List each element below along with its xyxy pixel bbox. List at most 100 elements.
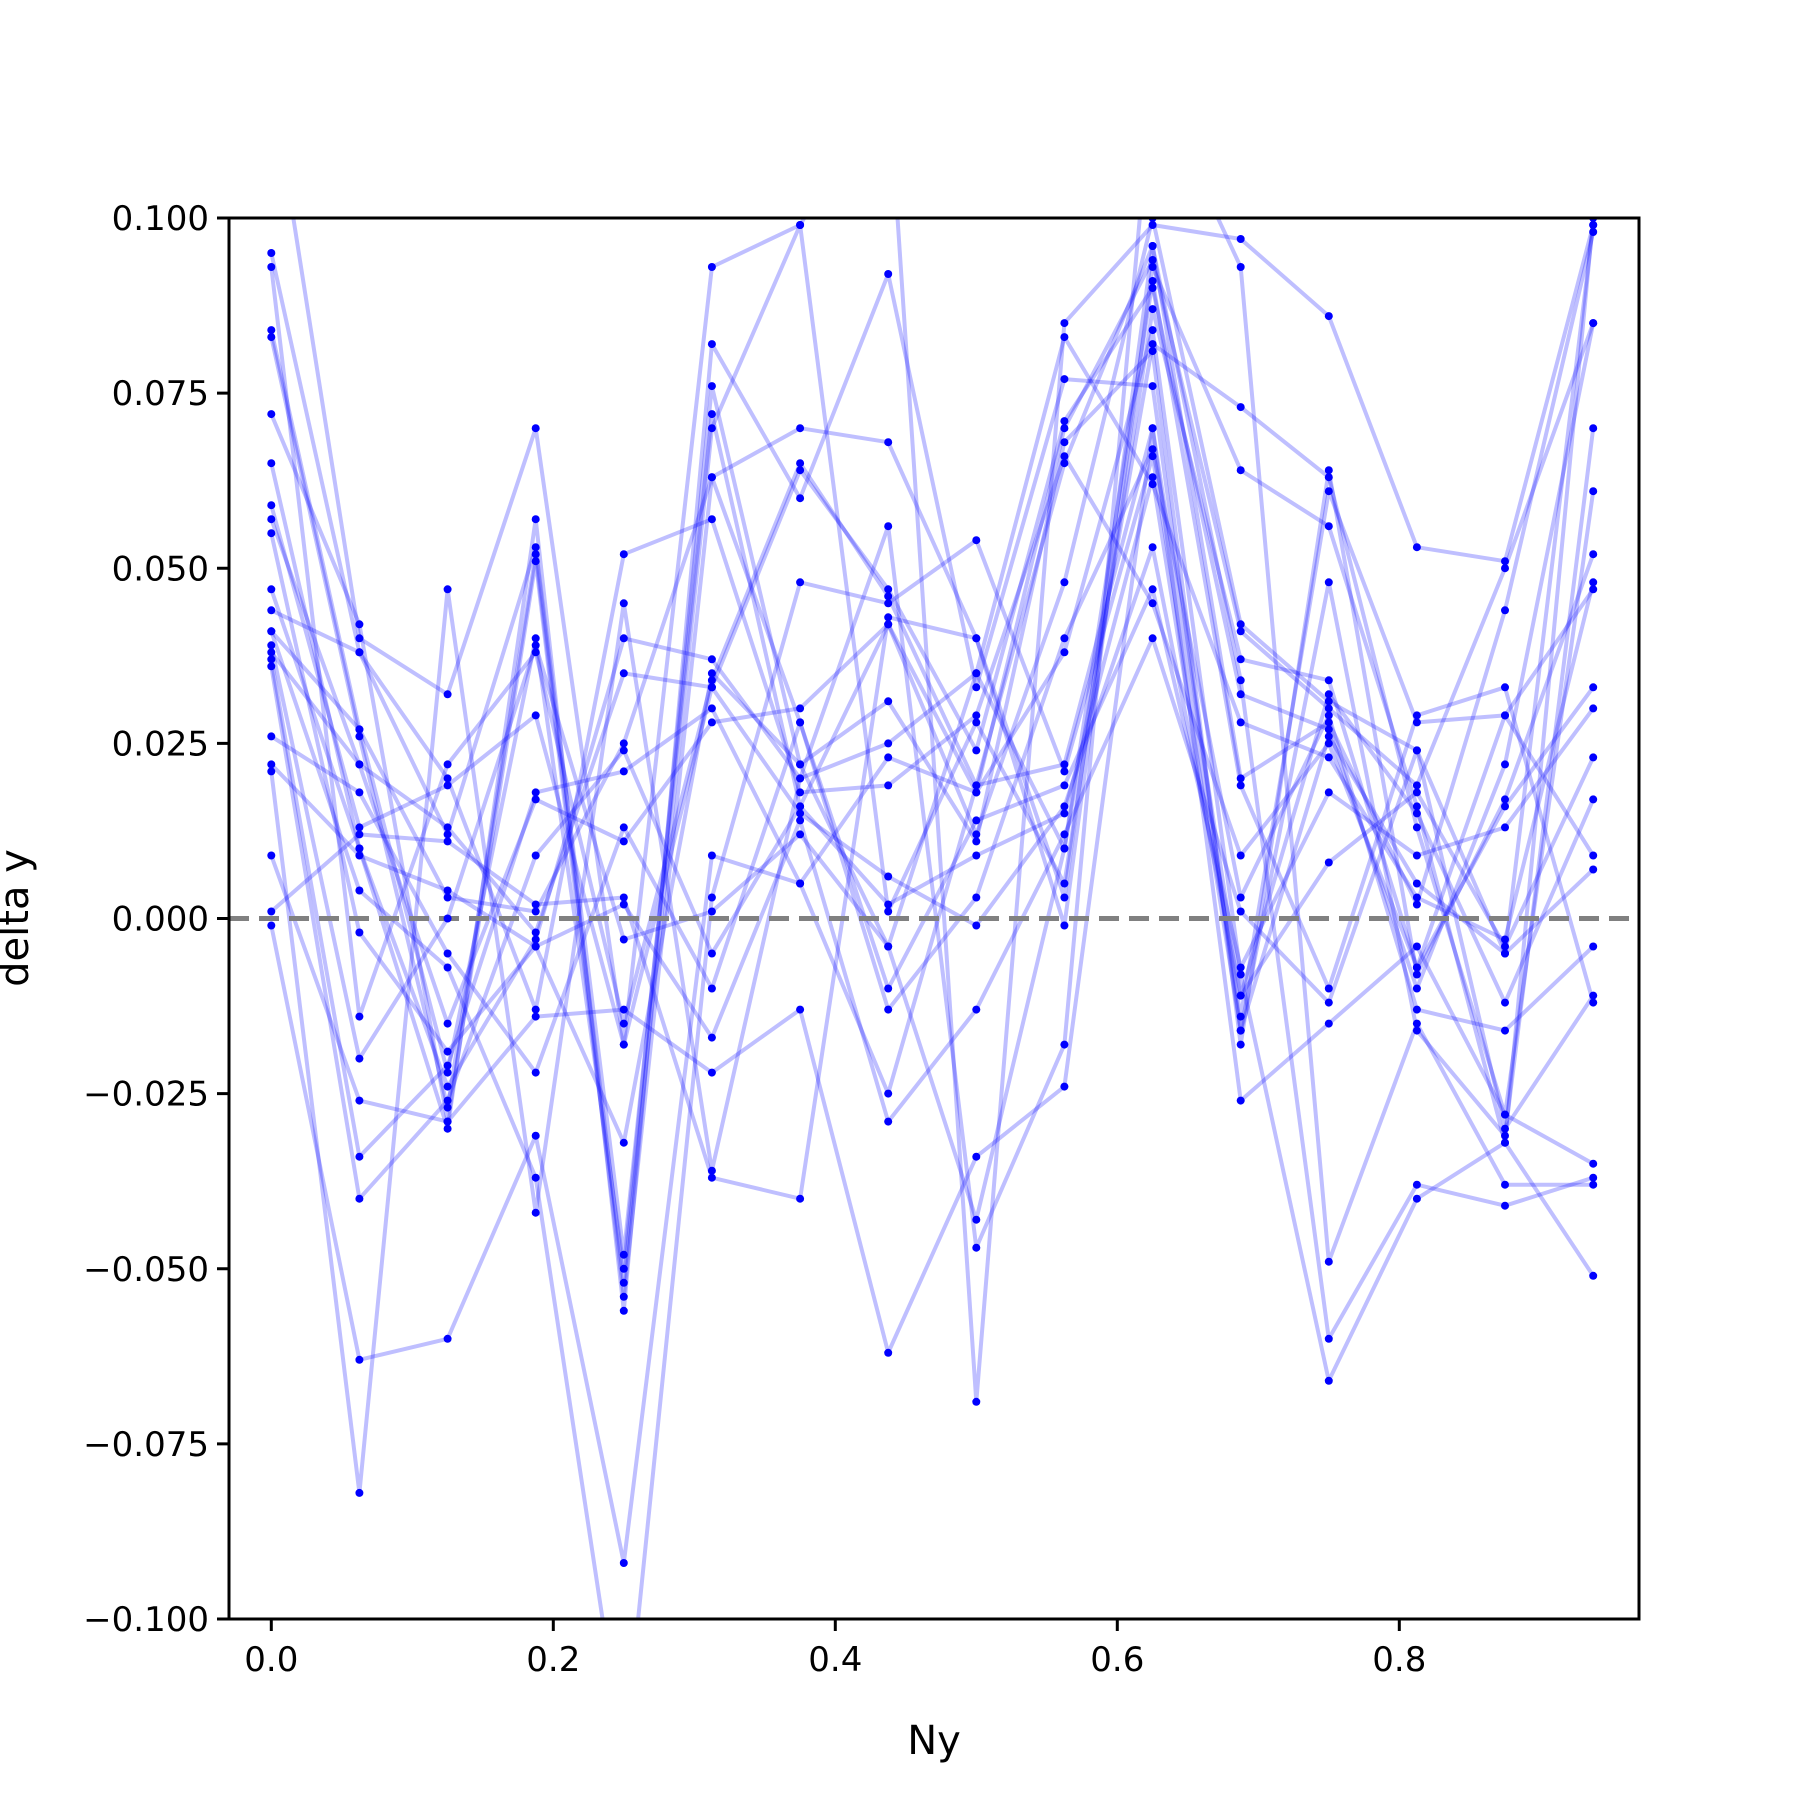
data-point bbox=[1589, 221, 1598, 229]
data-point bbox=[619, 599, 628, 608]
data-point bbox=[1501, 1201, 1509, 1210]
data-point bbox=[267, 74, 275, 82]
data-point bbox=[1324, 998, 1333, 1007]
data-point bbox=[1060, 1082, 1069, 1091]
series-line-3 bbox=[269, 329, 1596, 1271]
data-point bbox=[884, 1117, 893, 1126]
data-point bbox=[619, 1559, 628, 1567]
data-point bbox=[1412, 893, 1421, 902]
data-point bbox=[531, 634, 540, 643]
data-point bbox=[267, 263, 276, 271]
data-point bbox=[531, 851, 540, 860]
series-line-22 bbox=[269, 218, 1594, 1495]
data-point bbox=[707, 424, 716, 433]
data-point bbox=[1060, 830, 1069, 839]
data-point bbox=[1412, 963, 1421, 972]
data-point bbox=[884, 753, 893, 762]
data-point bbox=[1501, 711, 1509, 720]
data-point bbox=[707, 382, 716, 391]
data-point bbox=[267, 585, 276, 594]
data-point bbox=[443, 774, 452, 783]
data-point bbox=[884, 739, 893, 748]
data-point bbox=[443, 837, 452, 846]
data-point bbox=[796, 1005, 805, 1014]
data-point bbox=[707, 473, 716, 482]
data-point bbox=[443, 1096, 452, 1105]
data-point bbox=[1060, 333, 1069, 342]
data-point bbox=[267, 732, 276, 741]
data-point bbox=[972, 634, 981, 643]
data-point bbox=[443, 690, 452, 699]
x-tick-label: 0.6 bbox=[1090, 1640, 1144, 1680]
data-point bbox=[531, 648, 540, 657]
data-point bbox=[1412, 1019, 1421, 1028]
data-point bbox=[707, 851, 716, 860]
data-point bbox=[1148, 452, 1157, 461]
data-point bbox=[972, 718, 981, 727]
y-tick-label: −0.050 bbox=[83, 1250, 209, 1290]
series-line-10 bbox=[269, 335, 1596, 1089]
data-point bbox=[355, 830, 364, 839]
data-point bbox=[796, 774, 805, 783]
data-point bbox=[531, 1005, 540, 1014]
data-point bbox=[1589, 942, 1598, 951]
data-point bbox=[267, 326, 276, 335]
data-point bbox=[443, 1124, 452, 1133]
data-point bbox=[267, 515, 276, 524]
data-point bbox=[619, 1019, 628, 1028]
data-point bbox=[619, 1138, 628, 1147]
data-point bbox=[355, 760, 364, 769]
data-point bbox=[1060, 760, 1069, 769]
data-point bbox=[1501, 760, 1509, 769]
data-point bbox=[972, 711, 981, 720]
data-point bbox=[707, 683, 716, 692]
data-point bbox=[972, 746, 981, 755]
data-point bbox=[619, 767, 628, 776]
data-point bbox=[1236, 893, 1245, 902]
data-point bbox=[267, 333, 276, 342]
data-point bbox=[1236, 1012, 1245, 1021]
data-point bbox=[443, 963, 452, 972]
data-point bbox=[1589, 683, 1598, 692]
data-point bbox=[443, 1068, 452, 1077]
data-point bbox=[972, 683, 981, 692]
data-point bbox=[443, 1082, 452, 1091]
data-point bbox=[355, 851, 364, 860]
data-point bbox=[1148, 634, 1157, 643]
data-point bbox=[1236, 403, 1245, 412]
y-tick-label: −0.025 bbox=[83, 1075, 209, 1115]
series-line-16 bbox=[270, 447, 1595, 1075]
data-point bbox=[267, 501, 276, 510]
data-point bbox=[267, 627, 276, 636]
data-point bbox=[972, 921, 981, 930]
data-point bbox=[1148, 382, 1157, 391]
x-axis: 0.0 0.2 0.4 0.6 0.8 bbox=[244, 1619, 1426, 1680]
data-point bbox=[1324, 697, 1333, 706]
series-line-7 bbox=[269, 286, 1596, 1047]
data-point bbox=[531, 788, 540, 797]
series-line-6 bbox=[269, 272, 1596, 1313]
data-point bbox=[884, 1089, 893, 1098]
data-point bbox=[707, 718, 716, 727]
data-point bbox=[707, 676, 716, 685]
data-point bbox=[1412, 942, 1421, 951]
data-point bbox=[1501, 606, 1509, 615]
data-point bbox=[1236, 991, 1245, 1000]
data-point bbox=[796, 816, 805, 825]
data-point bbox=[1236, 466, 1245, 475]
data-point bbox=[884, 599, 893, 608]
data-point bbox=[531, 900, 540, 909]
data-point bbox=[972, 830, 981, 839]
data-point bbox=[1236, 655, 1245, 664]
data-point bbox=[1236, 970, 1245, 979]
data-point bbox=[443, 585, 452, 594]
data-point bbox=[619, 1278, 628, 1287]
data-point bbox=[796, 459, 805, 468]
data-point bbox=[443, 781, 452, 790]
data-point bbox=[972, 816, 981, 825]
data-point bbox=[531, 424, 540, 433]
data-point bbox=[1148, 585, 1157, 594]
series-line-12 bbox=[269, 475, 1595, 991]
data-point bbox=[707, 263, 716, 271]
data-point bbox=[619, 1005, 628, 1014]
